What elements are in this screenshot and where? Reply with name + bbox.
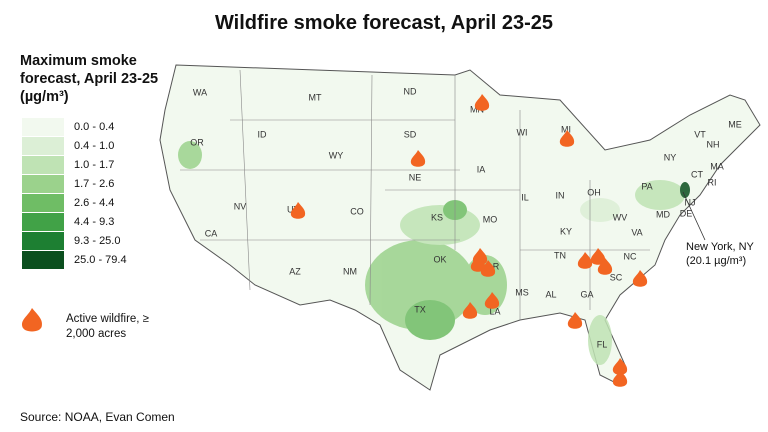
legend-label: 25.0 - 79.4 [74,254,127,266]
legend: 0.0 - 0.4 0.4 - 1.0 1.0 - 1.7 1.7 - 2.6 2.6 … [22,118,127,269]
legend-swatch [22,118,64,136]
state-label: IL [521,192,529,202]
state-label: SC [610,272,623,282]
legend-label: 9.3 - 25.0 [74,235,120,247]
state-borders [180,69,650,320]
annotation: New York, NY (20.1 µg/m³) [686,241,754,267]
state-label: KS [431,212,443,222]
state-label: IN [556,190,565,200]
state-label: GA [580,289,593,299]
state-label: ID [258,129,268,139]
fire-icon [462,302,478,319]
state-label: ME [728,119,742,129]
fire-icon [480,260,496,277]
state-label: RI [708,177,717,187]
fire-icon [567,312,583,329]
legend-label: 2.6 - 4.4 [74,197,114,209]
fire-icon [484,292,500,309]
legend-swatch [22,251,64,269]
legend-title: Maximum smoke forecast, April 23-25 (µg/… [20,53,159,105]
fire-icon [632,270,648,287]
legend-swatch [22,156,64,174]
state-label: FL [597,339,608,349]
legend-label: 1.0 - 1.7 [74,159,114,171]
fire-icons [290,94,648,387]
state-label: MA [710,161,724,171]
state-label: NY [664,152,677,162]
fire-icon [410,150,426,167]
fire-icon [290,202,306,219]
state-label: OH [587,187,601,197]
state-label: MS [515,287,529,297]
state-label: MI [561,124,571,134]
state-label: WA [193,87,207,97]
fire-icon [597,258,613,275]
state-label: KY [560,226,572,236]
legend-label: 0.0 - 0.4 [74,121,114,133]
state-label: MT [309,92,322,102]
legend-swatch [22,232,64,250]
state-label: TX [414,304,426,314]
fire-legend-icon [22,308,43,332]
state-label: ND [404,86,417,96]
state-label: IA [477,164,486,174]
fire-icon [612,370,628,387]
state-label: NV [234,201,247,211]
state-label: LA [489,306,500,316]
fire-icon [577,252,593,269]
state-label: MO [483,214,498,224]
legend-swatch [22,213,64,231]
state-label: AZ [289,266,301,276]
fire-icon [559,130,575,147]
fire-icon [474,94,490,111]
state-label: TN [554,250,566,260]
state-label: NJ [685,197,696,207]
state-label: OK [433,254,446,264]
fire-icon [470,255,486,272]
state-label: OR [190,137,204,147]
state-label: CO [350,206,364,216]
fire-icon [590,248,606,265]
state-label: SD [404,129,417,139]
legend-label: 4.4 - 9.3 [74,216,114,228]
annotation-leader [682,191,706,241]
state-label: PA [641,181,652,191]
fire-icon [612,358,628,375]
title: Wildfire smoke forecast, April 23-25 [214,12,554,34]
state-label: WY [329,150,344,160]
state-label: NC [624,251,637,261]
legend-label: 0.4 - 1.0 [74,140,114,152]
legend-swatch [22,194,64,212]
state-label: VA [631,227,642,237]
state-label: AL [545,289,556,299]
state-label: NE [409,172,422,182]
state-label: WV [613,212,628,222]
fire-legend-text: Active wildfire, ≥ 2,000 acres [66,313,149,340]
state-label: MD [656,209,670,219]
state-label: NM [343,266,357,276]
state-label: NH [707,139,720,149]
state-label: CT [691,169,703,179]
state-label: WI [517,127,528,137]
legend-swatch [22,137,64,155]
state-label: DE [680,208,693,218]
state-label: VT [694,129,706,139]
source: Source: NOAA, Evan Comen [20,410,175,424]
legend-swatch [22,175,64,193]
legend-label: 1.7 - 2.6 [74,178,114,190]
state-label: CA [205,228,218,238]
